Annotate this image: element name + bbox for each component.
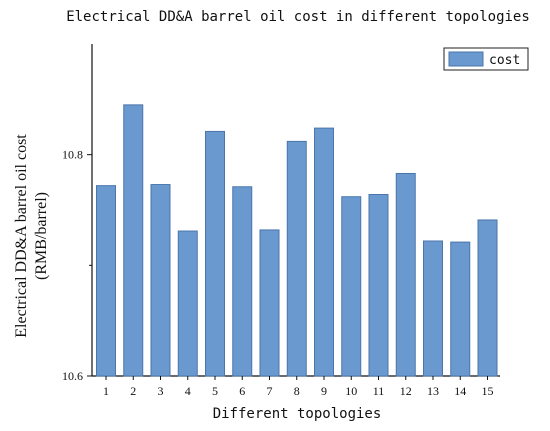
x-tick-label: 15	[482, 384, 494, 398]
y-tick-label: 10.6	[62, 369, 83, 383]
x-tick-label: 9	[321, 384, 327, 398]
x-tick-label: 14	[454, 384, 466, 398]
y-axis-label-line1: Electrical DD&A barrel oil cost	[13, 134, 30, 338]
x-axis-label: Different topologies	[213, 406, 382, 422]
x-tick-label: 12	[400, 384, 412, 398]
x-tick-label: 7	[267, 384, 273, 398]
y-axis-label-line2: (RMB/barrel)	[33, 192, 50, 280]
bar-12	[395, 172, 416, 377]
x-tick-label: 2	[130, 384, 136, 398]
y-axis-label: Electrical DD&A barrel oil cost (RMB/bar…	[13, 134, 50, 338]
legend-label-cost: cost	[489, 53, 520, 68]
y-tick-label: 10.8	[62, 148, 83, 162]
bar-1	[96, 185, 116, 377]
legend-swatch	[448, 51, 484, 67]
bar-14	[450, 241, 471, 377]
x-tick-label: 4	[185, 384, 191, 398]
bar-10	[341, 196, 362, 377]
x-tick-label: 10	[345, 384, 357, 398]
bar-8	[286, 140, 307, 377]
bar-4	[177, 230, 198, 377]
x-tick-label: 11	[373, 384, 385, 398]
x-ticks: 1 2 3 4 5 6 7 8 9 10 11 12 13 14 15	[103, 376, 494, 398]
x-tick-label: 6	[239, 384, 245, 398]
bar-3	[150, 184, 171, 377]
bar-2	[123, 104, 144, 377]
bar-15	[477, 219, 498, 377]
bar-11	[368, 194, 389, 377]
bars	[96, 104, 498, 377]
bar-9	[314, 127, 334, 377]
x-tick-label: 8	[294, 384, 300, 398]
bar-5	[205, 130, 225, 377]
x-tick-label: 1	[103, 384, 109, 398]
x-tick-label: 13	[427, 384, 439, 398]
y-ticks: 10.6 10.8	[62, 148, 92, 383]
bar-7	[259, 229, 280, 377]
x-tick-label: 3	[158, 384, 164, 398]
bar-13	[423, 240, 443, 377]
chart-title: Electrical DD&A barrel oil cost in diffe…	[66, 9, 530, 25]
x-tick-label: 5	[212, 384, 218, 398]
legend: cost	[443, 47, 529, 71]
bar-6	[232, 186, 253, 377]
